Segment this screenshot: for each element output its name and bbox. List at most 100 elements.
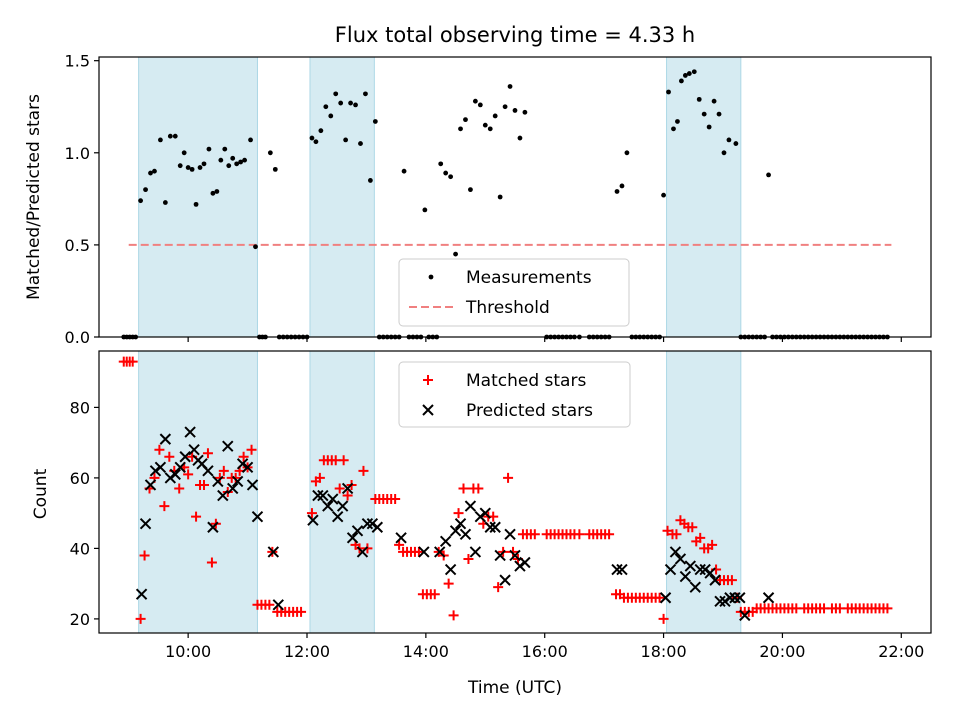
- shaded-span: [666, 350, 742, 634]
- measurement-point: [422, 207, 428, 213]
- y-tick-label: 0.5: [65, 236, 90, 255]
- measurement-point: [167, 133, 173, 139]
- measurement-point: [143, 187, 148, 193]
- measurement-point: [726, 137, 732, 143]
- matched-point: [695, 532, 706, 543]
- shaded-span: [309, 350, 375, 634]
- predicted-point: [616, 563, 628, 576]
- predicted-point: [479, 507, 491, 519]
- legend-matched-label: Matched stars: [466, 371, 586, 391]
- predicted-point: [729, 592, 741, 604]
- matched-point: [463, 553, 474, 564]
- predicted-point: [494, 549, 506, 562]
- predicted-point: [236, 458, 249, 470]
- predicted-point: [251, 510, 264, 523]
- matched-point: [574, 529, 585, 540]
- measurement-point: [353, 102, 358, 108]
- matched-point: [342, 490, 353, 501]
- measurement-point: [328, 113, 334, 119]
- measurement-point: [338, 100, 344, 106]
- predicted-point: [322, 500, 334, 512]
- predicted-point: [509, 549, 521, 562]
- predicted-point: [395, 532, 407, 544]
- predicted-point: [144, 479, 157, 491]
- axes-frame: [98, 56, 932, 338]
- matched-point: [707, 539, 718, 550]
- predicted-point: [207, 521, 219, 533]
- measurement-point: [181, 150, 187, 156]
- measurement-point: [189, 166, 195, 172]
- matched-point: [390, 494, 401, 505]
- y-tick-label: 1.5: [65, 52, 90, 71]
- measurement-point: [267, 150, 273, 156]
- x-tick-label: 10:00: [165, 642, 211, 661]
- predicted-point: [231, 475, 244, 488]
- measurement-point: [766, 172, 771, 178]
- measurement-point: [517, 135, 523, 141]
- measurement-point: [661, 192, 666, 198]
- measurement-point: [358, 141, 363, 146]
- measurement-points: [121, 69, 890, 340]
- measurement-point: [716, 111, 722, 117]
- measurement-point: [162, 200, 168, 205]
- predicted-point: [307, 514, 319, 526]
- measurement-point: [706, 124, 712, 130]
- measurement-point: [177, 163, 183, 169]
- x-tick-label: 14:00: [403, 642, 449, 661]
- legend-measurements-label: Measurements: [466, 268, 592, 288]
- matched-point: [658, 613, 669, 624]
- matched-point: [358, 465, 369, 476]
- measurement-point: [522, 109, 528, 115]
- legend-measurement-marker: [428, 274, 434, 280]
- measurement-point: [624, 150, 630, 156]
- count-axis: 20 40 60 80 10:00 12:00 14:00 16:00 18:00 20:00 22…: [70, 350, 932, 661]
- predicted-point: [135, 588, 148, 600]
- measurement-point: [682, 73, 688, 78]
- predicted-point: [519, 556, 531, 569]
- predicted-point: [351, 525, 364, 537]
- measurement-point: [448, 174, 454, 180]
- predicted-point: [179, 451, 191, 463]
- legend-box: [398, 361, 631, 428]
- measurement-point: [487, 126, 493, 132]
- predicted-point: [184, 426, 196, 438]
- matched-point: [473, 483, 484, 494]
- measurement-point: [148, 170, 153, 176]
- measurement-point: [675, 119, 680, 124]
- matched-point: [246, 444, 257, 455]
- matched-point: [458, 483, 469, 494]
- shaded-span: [309, 56, 375, 338]
- measurement-point: [193, 201, 199, 207]
- predicted-point: [664, 563, 677, 576]
- predicted-point: [418, 546, 430, 558]
- legend-threshold-label: Threshold: [465, 298, 550, 318]
- measurement-point: [238, 159, 244, 165]
- measurement-point: [206, 146, 212, 152]
- measurement-point: [234, 161, 240, 167]
- predicted-point: [449, 525, 462, 537]
- count-panel: 20 40 60 80 10:00 12:00 14:00 16:00 18:00 20:00 22…: [31, 350, 932, 698]
- x-tick-label: 20:00: [759, 642, 805, 661]
- axes-frame: [98, 350, 932, 634]
- observing-spans: [138, 350, 742, 634]
- matched-point: [230, 472, 241, 483]
- predicted-point: [331, 510, 344, 523]
- matched-point: [314, 472, 325, 483]
- predicted-point: [734, 592, 746, 604]
- predicted-point: [356, 546, 369, 558]
- predicted-point: [439, 535, 452, 548]
- measurement-point: [201, 161, 207, 167]
- predicted-point: [149, 465, 162, 477]
- measurement-point: [686, 71, 692, 76]
- matched-star-points: [118, 356, 893, 624]
- matched-point: [726, 575, 737, 586]
- measurement-point: [242, 157, 248, 163]
- matched-point: [443, 578, 454, 589]
- legend-matched-marker: [423, 375, 433, 385]
- measurement-point: [152, 168, 157, 174]
- legend-predicted-label: Predicted stars: [466, 401, 593, 421]
- measurement-point: [458, 126, 463, 132]
- predicted-point: [611, 563, 623, 576]
- predicted-point: [272, 599, 284, 611]
- predicted-point: [739, 609, 751, 622]
